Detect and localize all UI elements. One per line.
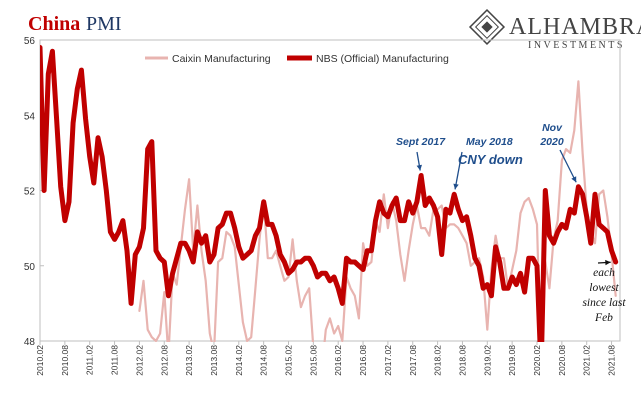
legend-nbs-label: NBS (Official) Manufacturing [316, 53, 449, 65]
x-tick-label: 2011.08 [110, 345, 120, 375]
x-tick-label: 2013.08 [209, 345, 219, 376]
x-tick-label: 2021.08 [607, 345, 617, 376]
x-tick-label: 2019.02 [482, 345, 492, 376]
x-tick-label: 2017.08 [408, 345, 418, 376]
x-tick-label: 2018.08 [457, 345, 467, 376]
annotation-text: since last [582, 297, 626, 309]
x-tick-label: 2014.02 [234, 345, 244, 376]
y-tick-label: 56 [24, 36, 36, 47]
annotation-arrow-line [454, 151, 463, 190]
annotation-text: lowest [589, 282, 619, 294]
annotation-text: 2020 [539, 136, 564, 148]
series-nbs-line [40, 45, 619, 342]
x-tick-label: 2018.02 [433, 345, 443, 376]
x-tick-label: 2015.02 [284, 345, 294, 376]
annotation-may2018: May 2018 [453, 136, 513, 190]
series-caixin-line [138, 80, 617, 342]
annotation-arrowhead-icon [605, 259, 611, 266]
annotation-text: Feb [594, 312, 613, 324]
x-axis: 2010.02 2010.08 2011.02 2011.08 2012.02 2012.… [35, 341, 617, 376]
x-tick-label: 2013.02 [184, 345, 194, 376]
alhambra-logo: ALHAMBRA INVESTMENTS [468, 8, 641, 51]
annotation-arrowhead-icon [571, 176, 577, 183]
x-tick-label: 2012.02 [134, 345, 144, 376]
annotation-text: each [593, 267, 615, 279]
annotation-arrowhead-icon [453, 183, 459, 190]
x-tick-label: 2014.08 [259, 345, 269, 376]
x-tick-label: 2020.08 [557, 345, 567, 376]
annotation-arrow-line [559, 149, 577, 183]
annotation-text: May 2018 [466, 136, 513, 148]
x-tick-label: 2020.02 [532, 345, 542, 376]
annotation-arrowhead-icon [416, 164, 422, 171]
x-tick-label: 2016.08 [358, 345, 368, 376]
chart-title-part1: China [28, 13, 80, 35]
x-tick-label: 2019.08 [507, 345, 517, 376]
x-tick-label: 2010.08 [60, 345, 70, 376]
x-tick-label: 2016.02 [333, 345, 343, 376]
logo-name: ALHAMBRA [509, 14, 641, 40]
x-tick-label: 2012.08 [159, 345, 169, 376]
y-tick-label: 50 [24, 262, 36, 273]
x-tick-label: 2017.02 [383, 345, 393, 376]
y-tick-label: 52 [24, 187, 36, 198]
annotation-sept2017: Sept 2017 [396, 136, 446, 171]
chart-title-part2: PMI [86, 13, 122, 35]
annotation-nov2020: Nov 2020 [539, 122, 577, 183]
annotation-text: Sept 2017 [396, 136, 446, 148]
annotation-text: Nov [542, 122, 563, 134]
logo-subtitle: INVESTMENTS [528, 40, 625, 51]
y-tick-label: 48 [24, 337, 36, 348]
annotation-note: each lowest since last Feb [582, 259, 626, 324]
annotation-text: CNY down [458, 152, 523, 167]
y-tick-label: 54 [24, 111, 36, 122]
legend-caixin-label: Caixin Manufacturing [172, 53, 271, 65]
series-layer [40, 45, 619, 342]
x-tick-label: 2011.02 [85, 345, 95, 375]
plot-frame [39, 39, 621, 342]
x-tick-label: 2010.02 [35, 345, 45, 376]
logo-diamond-icon [468, 8, 506, 46]
x-tick-label: 2015.08 [308, 345, 318, 376]
legend: Caixin Manufacturing NBS (Official) Manu… [145, 53, 449, 65]
annotation-cny: CNY down [458, 152, 523, 167]
x-tick-label: 2021.02 [582, 345, 592, 376]
annotation-layer: Sept 2017 May 2018 CNY down Nov 2020 each lowe… [396, 122, 626, 324]
